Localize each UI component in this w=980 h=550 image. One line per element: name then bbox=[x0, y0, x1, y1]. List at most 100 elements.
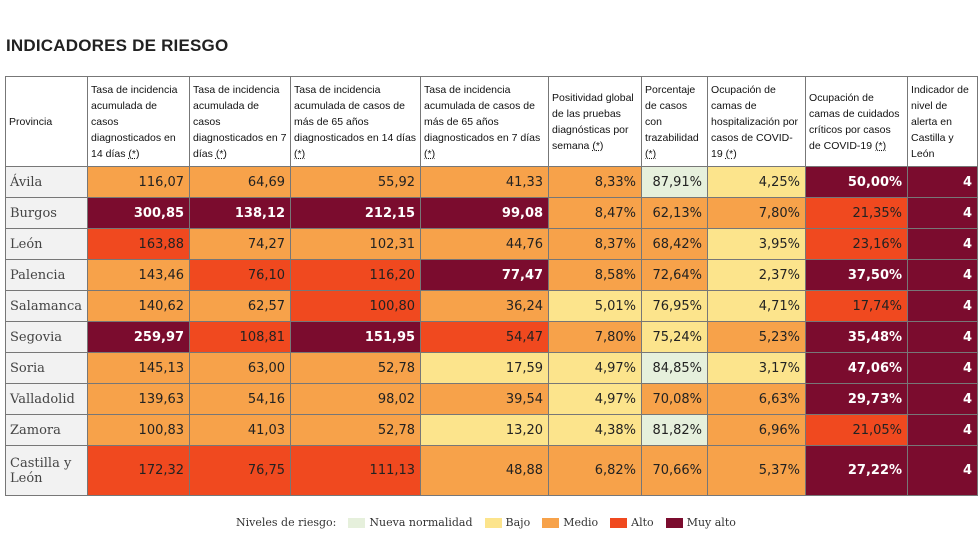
table-row: Valladolid 139,63 54,16 98,02 39,54 4,97% 70,0… bbox=[4, 383, 979, 415]
value-cell: 68,42% bbox=[641, 228, 709, 260]
value-cell: 70,08% bbox=[641, 383, 709, 415]
table-row: Castilla y León 172,32 76,75 111,13 48,88 6,8… bbox=[4, 445, 979, 496]
value-cell: 140,62 bbox=[87, 290, 191, 322]
value-cell: 3,95% bbox=[707, 228, 807, 260]
legend-items: Nueva normalidad Bajo Medio Alto Muy alto bbox=[336, 516, 736, 529]
value-cell: 35,48% bbox=[805, 321, 909, 353]
value-cell: 87,91% bbox=[641, 166, 709, 198]
value-cell: 47,06% bbox=[805, 352, 909, 384]
province-cell: Soria bbox=[4, 352, 89, 384]
header-note-link[interactable]: (*) bbox=[725, 147, 737, 160]
value-cell: 100,83 bbox=[87, 414, 191, 446]
header-note-link[interactable]: (*) bbox=[128, 147, 140, 160]
value-cell: 54,16 bbox=[189, 383, 292, 415]
value-cell: 139,63 bbox=[87, 383, 191, 415]
value-cell: 172,32 bbox=[87, 445, 191, 496]
value-cell: 50,00% bbox=[805, 166, 909, 198]
value-cell: 74,27 bbox=[189, 228, 292, 260]
table-row: Zamora 100,83 41,03 52,78 13,20 4,38% 81,82% 6,… bbox=[4, 414, 979, 446]
value-cell: 5,37% bbox=[707, 445, 807, 496]
legend-item-label: Nueva normalidad bbox=[369, 516, 473, 529]
value-cell: 4,97% bbox=[548, 352, 643, 384]
header-cell: Positividad global de las pruebas diagnó… bbox=[548, 76, 643, 167]
value-cell: 6,82% bbox=[548, 445, 643, 496]
header-cell: Tasa de incidencia acumulada de casos de… bbox=[420, 76, 550, 167]
value-cell: 6,96% bbox=[707, 414, 807, 446]
legend-swatch bbox=[484, 517, 502, 528]
table-row: León 163,88 74,27 102,31 44,76 8,37% 68,42% 3,9… bbox=[4, 228, 979, 260]
value-cell: 17,74% bbox=[805, 290, 909, 322]
value-cell: 100,80 bbox=[290, 290, 422, 322]
value-cell: 4,38% bbox=[548, 414, 643, 446]
value-cell: 5,23% bbox=[707, 321, 807, 353]
value-cell: 8,33% bbox=[548, 166, 643, 198]
value-cell: 4 bbox=[907, 259, 979, 291]
legend-swatch bbox=[665, 517, 683, 528]
value-cell: 21,05% bbox=[805, 414, 909, 446]
value-cell: 72,64% bbox=[641, 259, 709, 291]
value-cell: 4 bbox=[907, 352, 979, 384]
value-cell: 300,85 bbox=[87, 197, 191, 229]
value-cell: 39,54 bbox=[420, 383, 550, 415]
header-note-link[interactable]: (*) bbox=[592, 139, 604, 152]
risk-indicators-table: Provincia Tasa de incidencia acumulada d… bbox=[4, 76, 979, 496]
legend-item-label: Bajo bbox=[505, 516, 531, 529]
page-title: INDICADORES DE RIESGO bbox=[6, 36, 229, 55]
value-cell: 54,47 bbox=[420, 321, 550, 353]
header-note-link[interactable]: (*) bbox=[424, 147, 436, 160]
value-cell: 163,88 bbox=[87, 228, 191, 260]
header-cell: Tasa de incidencia acumulada de casos di… bbox=[87, 76, 191, 167]
value-cell: 41,33 bbox=[420, 166, 550, 198]
value-cell: 5,01% bbox=[548, 290, 643, 322]
value-cell: 4 bbox=[907, 197, 979, 229]
table-body: Ávila 116,07 64,69 55,92 41,33 8,33% 87,91% 4,2… bbox=[4, 166, 979, 496]
value-cell: 48,88 bbox=[420, 445, 550, 496]
legend-item-label: Medio bbox=[563, 516, 599, 529]
value-cell: 27,22% bbox=[805, 445, 909, 496]
value-cell: 212,15 bbox=[290, 197, 422, 229]
value-cell: 64,69 bbox=[189, 166, 292, 198]
header-cell: Ocupación de camas de cuidados críticos … bbox=[805, 76, 909, 167]
header-note-link[interactable]: (*) bbox=[294, 147, 306, 160]
value-cell: 70,66% bbox=[641, 445, 709, 496]
legend-swatch bbox=[610, 517, 628, 528]
header-row: Provincia Tasa de incidencia acumulada d… bbox=[4, 76, 979, 167]
province-cell: Salamanca bbox=[4, 290, 89, 322]
legend-item-label: Alto bbox=[631, 516, 654, 529]
province-cell: Castilla y León bbox=[4, 445, 89, 496]
header-provincia: Provincia bbox=[4, 76, 89, 167]
legend-swatch bbox=[348, 517, 366, 528]
table-row: Burgos 300,85 138,12 212,15 99,08 8,47% 62,13%… bbox=[4, 197, 979, 229]
header-cell: Tasa de incidencia acumulada de casos di… bbox=[189, 76, 292, 167]
value-cell: 3,17% bbox=[707, 352, 807, 384]
header-cell: Porcentaje de casos con trazabilidad (*) bbox=[641, 76, 709, 167]
value-cell: 76,75 bbox=[189, 445, 292, 496]
value-cell: 111,13 bbox=[290, 445, 422, 496]
value-cell: 138,12 bbox=[189, 197, 292, 229]
header-alert-level: Indicador de nivel de alerta en Castilla… bbox=[907, 76, 979, 167]
value-cell: 259,97 bbox=[87, 321, 191, 353]
legend: Niveles de riesgo: Nueva normalidad Bajo M… bbox=[236, 516, 736, 529]
value-cell: 99,08 bbox=[420, 197, 550, 229]
value-cell: 116,20 bbox=[290, 259, 422, 291]
province-cell: Burgos bbox=[4, 197, 89, 229]
value-cell: 37,50% bbox=[805, 259, 909, 291]
header-note-link[interactable]: (*) bbox=[215, 147, 227, 160]
header-note-link[interactable]: (*) bbox=[875, 139, 887, 152]
value-cell: 108,81 bbox=[189, 321, 292, 353]
value-cell: 8,47% bbox=[548, 197, 643, 229]
table-row: Ávila 116,07 64,69 55,92 41,33 8,33% 87,91% 4,2… bbox=[4, 166, 979, 198]
header-cell: Ocupación de camas de hospitalización po… bbox=[707, 76, 807, 167]
value-cell: 151,95 bbox=[290, 321, 422, 353]
header-note-link[interactable]: (*) bbox=[645, 147, 657, 160]
value-cell: 52,78 bbox=[290, 352, 422, 384]
province-cell: Ávila bbox=[4, 166, 89, 198]
value-cell: 76,10 bbox=[189, 259, 292, 291]
value-cell: 4 bbox=[907, 321, 979, 353]
value-cell: 7,80% bbox=[707, 197, 807, 229]
value-cell: 4 bbox=[907, 414, 979, 446]
value-cell: 52,78 bbox=[290, 414, 422, 446]
value-cell: 75,24% bbox=[641, 321, 709, 353]
value-cell: 102,31 bbox=[290, 228, 422, 260]
province-cell: Valladolid bbox=[4, 383, 89, 415]
